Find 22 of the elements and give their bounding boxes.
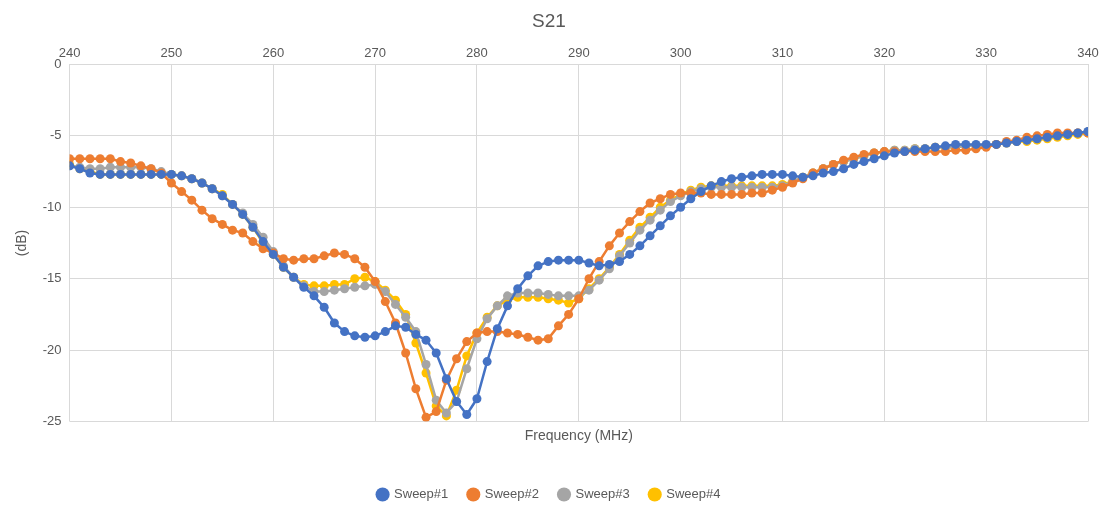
chart-title: S21 xyxy=(532,9,566,31)
y-tick-label: -5 xyxy=(50,127,62,143)
x-tick-label: 260 xyxy=(262,45,285,61)
x-tick-label: 310 xyxy=(771,45,794,61)
legend-label: Sweep#4 xyxy=(666,486,721,502)
x-tick-label: 280 xyxy=(466,45,488,61)
x-tick-label: 320 xyxy=(873,45,896,61)
legend-label: Sweep#3 xyxy=(575,486,630,502)
x-axis-title: Frequency (MHz) xyxy=(524,427,633,444)
legend-label: Sweep#1 xyxy=(394,486,449,502)
y-tick-label: -10 xyxy=(42,198,62,214)
x-tick-label: 300 xyxy=(669,45,692,61)
y-tick-label: -25 xyxy=(42,413,62,429)
x-tick-label: 250 xyxy=(160,45,183,61)
y-tick-label: -15 xyxy=(42,270,62,286)
x-tick-label: 270 xyxy=(364,45,386,61)
legend-label: Sweep#2 xyxy=(484,486,540,502)
y-axis-title: (dB) xyxy=(13,229,30,257)
y-tick-label: -20 xyxy=(42,341,62,357)
x-tick-label: 340 xyxy=(1077,45,1099,61)
x-tick-label: 290 xyxy=(567,45,590,61)
x-tick-label: 330 xyxy=(975,45,998,61)
